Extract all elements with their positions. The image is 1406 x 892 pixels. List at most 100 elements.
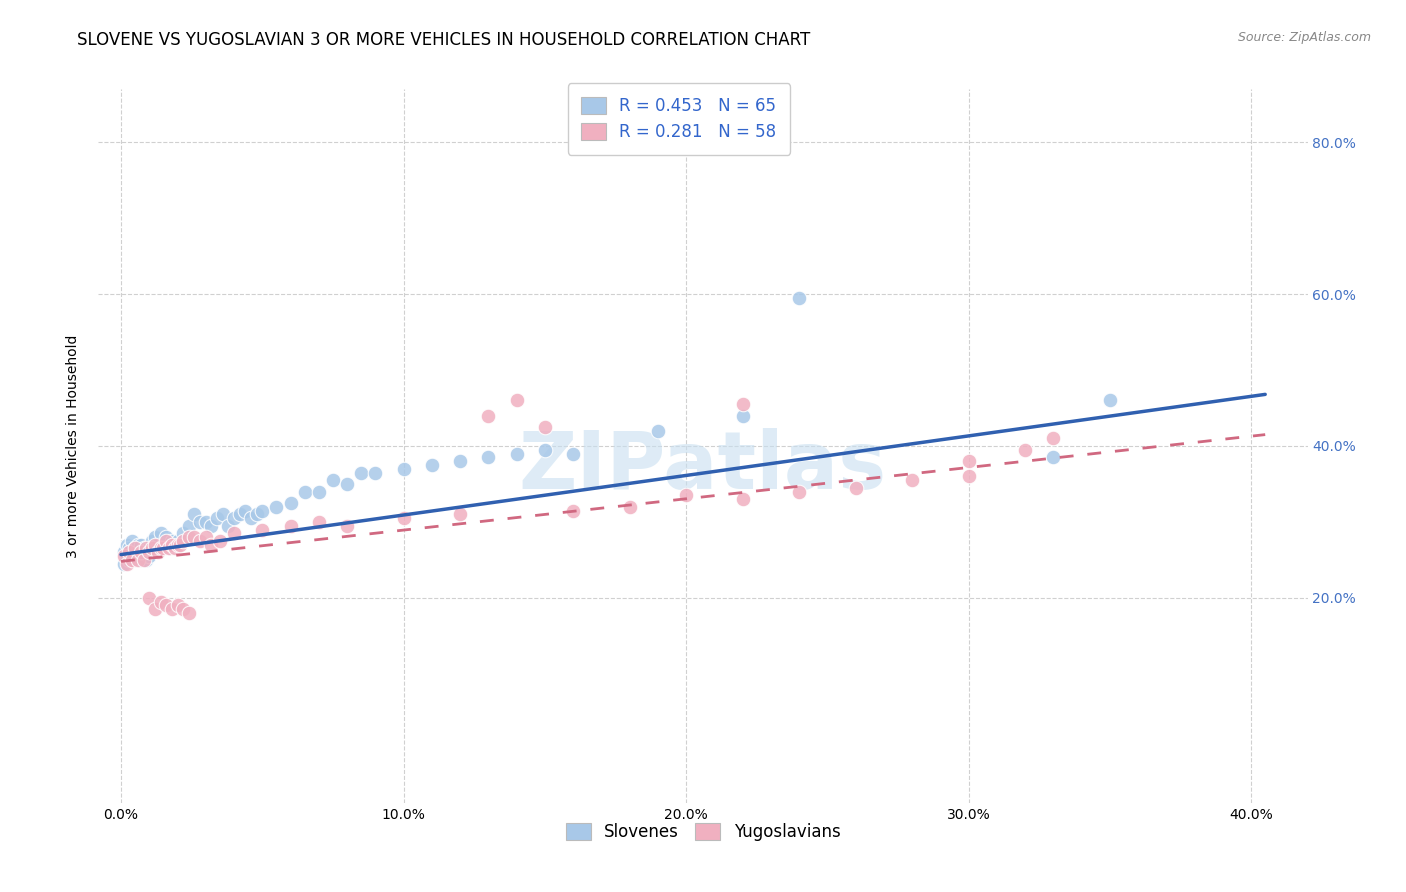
Point bbox=[124, 541, 146, 556]
Point bbox=[169, 538, 191, 552]
Point bbox=[562, 503, 585, 517]
Point bbox=[957, 469, 980, 483]
Point bbox=[420, 458, 443, 472]
Point bbox=[135, 553, 157, 567]
Point bbox=[449, 508, 471, 522]
Point bbox=[149, 541, 172, 556]
Point bbox=[149, 526, 172, 541]
Point bbox=[505, 447, 527, 461]
Point bbox=[449, 454, 471, 468]
Point bbox=[112, 545, 135, 559]
Point bbox=[115, 538, 138, 552]
Point bbox=[336, 477, 359, 491]
Point bbox=[124, 541, 146, 556]
Point bbox=[121, 533, 143, 548]
Point bbox=[211, 508, 233, 522]
Point bbox=[350, 466, 373, 480]
Point bbox=[194, 530, 217, 544]
Point bbox=[252, 523, 274, 537]
Point bbox=[222, 526, 245, 541]
Point bbox=[138, 541, 160, 556]
Point bbox=[118, 553, 141, 567]
Point bbox=[163, 538, 186, 552]
Point bbox=[1014, 442, 1036, 457]
Point bbox=[233, 503, 256, 517]
Point bbox=[188, 515, 211, 529]
Point bbox=[152, 538, 174, 552]
Point bbox=[322, 473, 344, 487]
Point bbox=[1042, 431, 1064, 445]
Point bbox=[1042, 450, 1064, 465]
Point bbox=[141, 533, 163, 548]
Point bbox=[118, 541, 141, 556]
Point bbox=[205, 511, 228, 525]
Point bbox=[392, 511, 415, 525]
Point bbox=[647, 424, 669, 438]
Point bbox=[731, 409, 754, 423]
Point bbox=[392, 462, 415, 476]
Point bbox=[132, 541, 155, 556]
Point bbox=[222, 511, 245, 525]
Point bbox=[163, 541, 186, 556]
Point bbox=[157, 541, 180, 556]
Point bbox=[124, 553, 146, 567]
Point bbox=[157, 541, 180, 556]
Point bbox=[115, 557, 138, 571]
Point bbox=[143, 602, 166, 616]
Point bbox=[166, 538, 188, 552]
Point bbox=[1098, 393, 1121, 408]
Point bbox=[845, 481, 868, 495]
Text: Source: ZipAtlas.com: Source: ZipAtlas.com bbox=[1237, 31, 1371, 45]
Point bbox=[280, 496, 302, 510]
Point bbox=[132, 553, 155, 567]
Point bbox=[477, 450, 499, 465]
Point bbox=[121, 553, 143, 567]
Point bbox=[135, 541, 157, 556]
Point bbox=[252, 503, 274, 517]
Point bbox=[240, 511, 263, 525]
Point bbox=[160, 602, 183, 616]
Point bbox=[177, 518, 200, 533]
Point bbox=[957, 454, 980, 468]
Point bbox=[129, 553, 152, 567]
Point bbox=[228, 508, 250, 522]
Point bbox=[562, 447, 585, 461]
Point bbox=[172, 533, 194, 548]
Point bbox=[731, 492, 754, 507]
Point bbox=[675, 488, 697, 502]
Point bbox=[188, 533, 211, 548]
Point bbox=[135, 545, 157, 559]
Point bbox=[115, 549, 138, 563]
Point bbox=[619, 500, 641, 514]
Point bbox=[172, 602, 194, 616]
Point bbox=[112, 557, 135, 571]
Point bbox=[336, 518, 359, 533]
Text: ZIPatlas: ZIPatlas bbox=[519, 428, 887, 507]
Point bbox=[308, 515, 330, 529]
Point bbox=[731, 397, 754, 411]
Point bbox=[127, 545, 149, 559]
Point bbox=[138, 591, 160, 605]
Point bbox=[121, 549, 143, 563]
Point bbox=[183, 508, 205, 522]
Point bbox=[183, 530, 205, 544]
Point bbox=[200, 538, 222, 552]
Point bbox=[787, 291, 810, 305]
Y-axis label: 3 or more Vehicles in Household: 3 or more Vehicles in Household bbox=[66, 334, 80, 558]
Point bbox=[246, 508, 269, 522]
Point bbox=[149, 594, 172, 608]
Point bbox=[138, 549, 160, 563]
Point bbox=[166, 533, 188, 548]
Text: SLOVENE VS YUGOSLAVIAN 3 OR MORE VEHICLES IN HOUSEHOLD CORRELATION CHART: SLOVENE VS YUGOSLAVIAN 3 OR MORE VEHICLE… bbox=[77, 31, 811, 49]
Point bbox=[155, 599, 177, 613]
Point bbox=[129, 538, 152, 552]
Point bbox=[533, 420, 555, 434]
Point bbox=[787, 484, 810, 499]
Point bbox=[477, 409, 499, 423]
Point bbox=[146, 545, 169, 559]
Point bbox=[294, 484, 316, 499]
Point bbox=[143, 538, 166, 552]
Point bbox=[901, 473, 924, 487]
Point bbox=[152, 541, 174, 556]
Point bbox=[364, 466, 387, 480]
